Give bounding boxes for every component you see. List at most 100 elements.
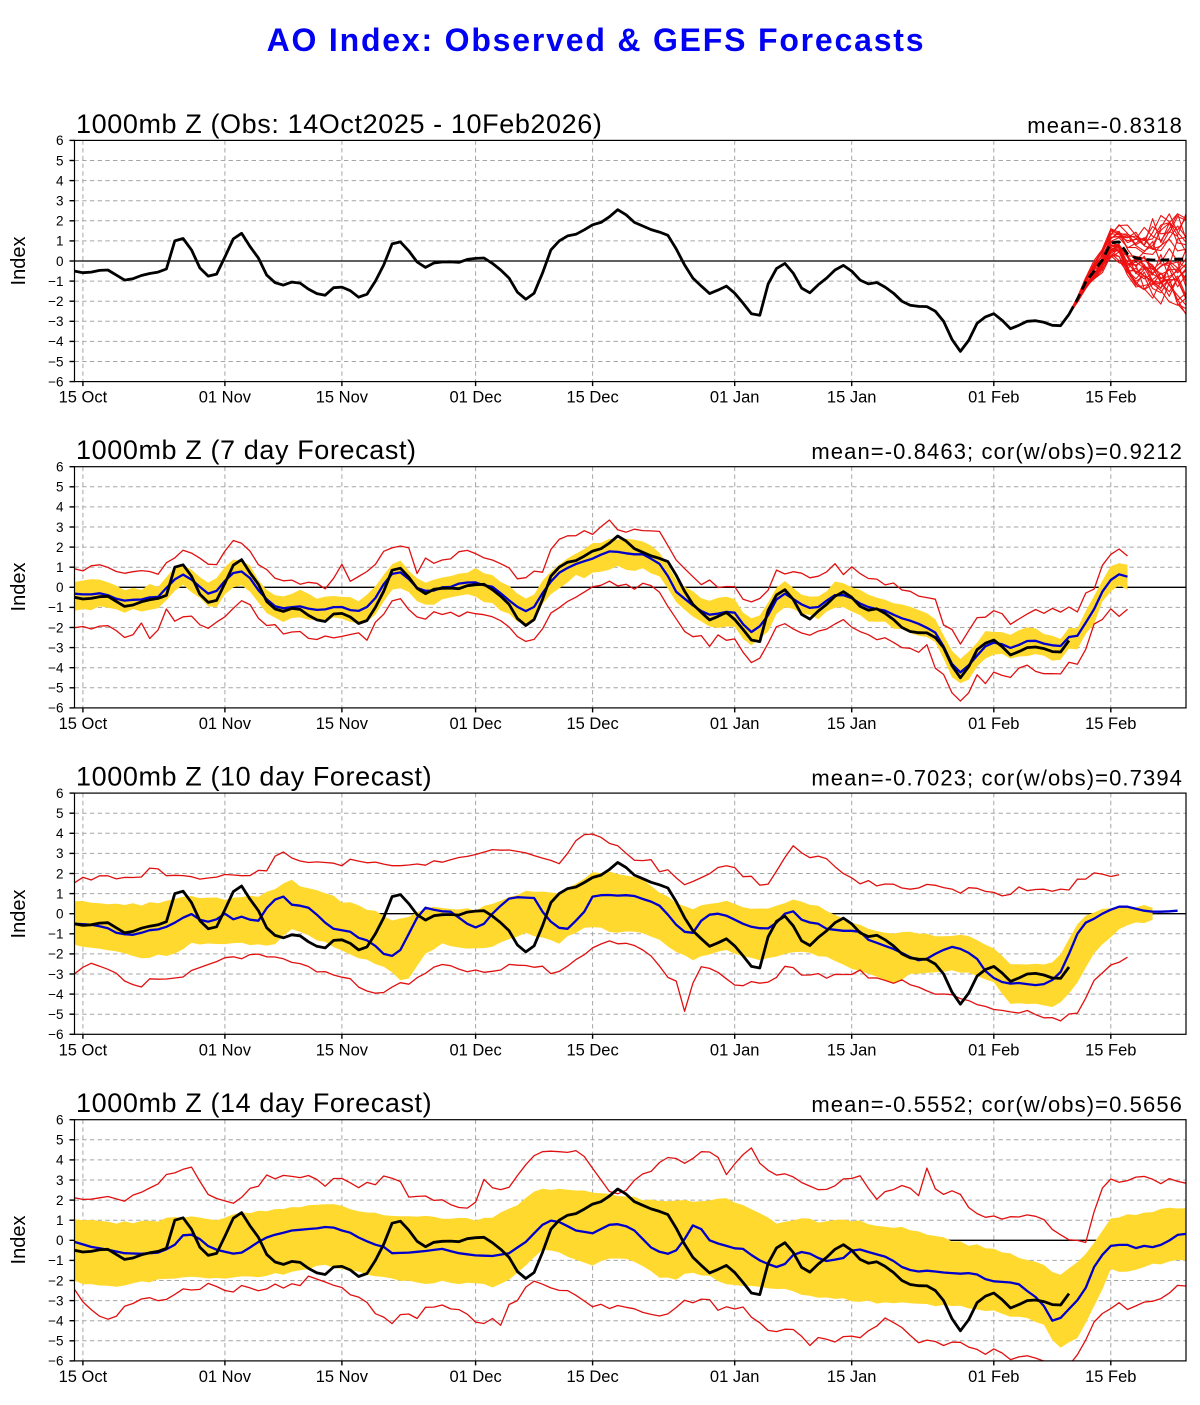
svg-text:1: 1 <box>56 886 64 901</box>
svg-text:01 Nov: 01 Nov <box>199 1368 252 1386</box>
svg-text:01 Jan: 01 Jan <box>710 715 760 733</box>
svg-text:0: 0 <box>56 254 64 269</box>
svg-text:−4: −4 <box>48 334 64 349</box>
svg-text:15 Feb: 15 Feb <box>1085 389 1136 407</box>
svg-text:2: 2 <box>56 1193 64 1208</box>
svg-text:4: 4 <box>56 173 64 188</box>
svg-text:6: 6 <box>56 1113 64 1128</box>
svg-text:0: 0 <box>56 580 64 595</box>
svg-text:−5: −5 <box>48 681 63 696</box>
svg-text:01 Nov: 01 Nov <box>199 715 252 733</box>
svg-text:0: 0 <box>56 1233 64 1248</box>
svg-text:−6: −6 <box>48 1027 63 1042</box>
svg-text:1000mb Z (10 day Forecast): 1000mb Z (10 day Forecast) <box>76 762 432 792</box>
svg-text:15 Nov: 15 Nov <box>316 1041 369 1059</box>
svg-text:3: 3 <box>56 520 64 535</box>
svg-text:15 Jan: 15 Jan <box>827 1041 877 1059</box>
svg-text:5: 5 <box>56 480 64 495</box>
svg-text:01 Feb: 01 Feb <box>968 1368 1019 1386</box>
svg-text:15 Jan: 15 Jan <box>827 1368 877 1386</box>
svg-text:−1: −1 <box>48 600 63 615</box>
svg-text:5: 5 <box>56 153 64 168</box>
svg-text:mean=-0.5552; cor(w/obs)=0.565: mean=-0.5552; cor(w/obs)=0.5656 <box>811 1092 1183 1117</box>
svg-text:−6: −6 <box>48 1354 63 1369</box>
svg-text:1000mb Z (7 day Forecast): 1000mb Z (7 day Forecast) <box>76 435 417 465</box>
svg-text:01 Jan: 01 Jan <box>710 1368 760 1386</box>
svg-text:15 Jan: 15 Jan <box>827 389 877 407</box>
svg-text:01 Feb: 01 Feb <box>968 715 1019 733</box>
svg-text:2: 2 <box>56 214 64 229</box>
svg-text:−2: −2 <box>48 947 63 962</box>
svg-text:15 Jan: 15 Jan <box>827 715 877 733</box>
svg-text:5: 5 <box>56 806 64 821</box>
svg-text:−3: −3 <box>48 1293 63 1308</box>
svg-text:01 Dec: 01 Dec <box>449 715 501 733</box>
svg-text:4: 4 <box>56 1153 64 1168</box>
svg-text:01 Feb: 01 Feb <box>968 1041 1019 1059</box>
svg-text:−3: −3 <box>48 640 63 655</box>
svg-text:−2: −2 <box>48 1273 63 1288</box>
svg-text:−5: −5 <box>48 354 63 369</box>
svg-text:15 Nov: 15 Nov <box>316 1368 369 1386</box>
svg-text:15 Nov: 15 Nov <box>316 715 369 733</box>
svg-text:01 Dec: 01 Dec <box>449 1041 501 1059</box>
svg-text:15 Oct: 15 Oct <box>59 1041 108 1059</box>
svg-text:5: 5 <box>56 1133 64 1148</box>
svg-text:1: 1 <box>56 1213 64 1228</box>
svg-text:01 Jan: 01 Jan <box>710 1041 760 1059</box>
svg-text:15 Dec: 15 Dec <box>566 1041 618 1059</box>
svg-text:−2: −2 <box>48 294 63 309</box>
svg-text:Index: Index <box>8 890 30 939</box>
svg-text:1: 1 <box>56 234 64 249</box>
svg-text:01 Nov: 01 Nov <box>199 1041 252 1059</box>
svg-text:mean=-0.7023; cor(w/obs)=0.739: mean=-0.7023; cor(w/obs)=0.7394 <box>811 766 1183 791</box>
svg-text:15 Oct: 15 Oct <box>59 389 108 407</box>
svg-text:Index: Index <box>8 237 30 286</box>
svg-text:0: 0 <box>56 907 64 922</box>
svg-text:Index: Index <box>8 563 30 612</box>
svg-text:6: 6 <box>56 133 64 148</box>
svg-text:−4: −4 <box>48 987 64 1002</box>
svg-text:15 Nov: 15 Nov <box>316 389 369 407</box>
svg-text:−3: −3 <box>48 967 63 982</box>
svg-text:−2: −2 <box>48 620 63 635</box>
svg-text:6: 6 <box>56 460 64 475</box>
svg-text:6: 6 <box>56 786 64 801</box>
svg-text:−6: −6 <box>48 374 63 389</box>
svg-text:15 Dec: 15 Dec <box>566 1368 618 1386</box>
svg-text:−1: −1 <box>48 927 63 942</box>
svg-text:1000mb Z (Obs: 14Oct2025 - 10F: 1000mb Z (Obs: 14Oct2025 - 10Feb2026) <box>76 109 603 139</box>
svg-text:2: 2 <box>56 866 64 881</box>
svg-text:−4: −4 <box>48 1314 64 1329</box>
svg-text:4: 4 <box>56 826 64 841</box>
svg-text:15 Dec: 15 Dec <box>566 715 618 733</box>
svg-text:mean=-0.8463; cor(w/obs)=0.921: mean=-0.8463; cor(w/obs)=0.9212 <box>811 439 1183 464</box>
svg-text:1000mb Z (14 day Forecast): 1000mb Z (14 day Forecast) <box>76 1088 432 1118</box>
svg-text:15 Oct: 15 Oct <box>59 1368 108 1386</box>
svg-text:Index: Index <box>8 1216 30 1265</box>
svg-text:15 Feb: 15 Feb <box>1085 1368 1136 1386</box>
svg-text:3: 3 <box>56 1173 64 1188</box>
svg-text:01 Dec: 01 Dec <box>449 1368 501 1386</box>
svg-text:−4: −4 <box>48 661 64 676</box>
svg-text:3: 3 <box>56 846 64 861</box>
svg-text:15 Feb: 15 Feb <box>1085 715 1136 733</box>
svg-text:−6: −6 <box>48 701 63 716</box>
svg-text:01 Nov: 01 Nov <box>199 389 252 407</box>
svg-text:−5: −5 <box>48 1334 63 1349</box>
svg-text:−5: −5 <box>48 1007 63 1022</box>
svg-text:4: 4 <box>56 500 64 515</box>
svg-text:15 Dec: 15 Dec <box>566 389 618 407</box>
svg-text:AO Index: Observed & GEFS Fore: AO Index: Observed & GEFS Forecasts <box>267 22 926 58</box>
svg-text:3: 3 <box>56 194 64 209</box>
svg-text:−3: −3 <box>48 314 63 329</box>
svg-text:01 Feb: 01 Feb <box>968 389 1019 407</box>
svg-text:2: 2 <box>56 540 64 555</box>
svg-text:01 Dec: 01 Dec <box>449 389 501 407</box>
svg-text:1: 1 <box>56 560 64 575</box>
svg-text:mean=-0.8318: mean=-0.8318 <box>1027 113 1183 138</box>
svg-text:01 Jan: 01 Jan <box>710 389 760 407</box>
svg-text:15 Oct: 15 Oct <box>59 715 108 733</box>
svg-text:15 Feb: 15 Feb <box>1085 1041 1136 1059</box>
svg-text:−1: −1 <box>48 1253 63 1268</box>
